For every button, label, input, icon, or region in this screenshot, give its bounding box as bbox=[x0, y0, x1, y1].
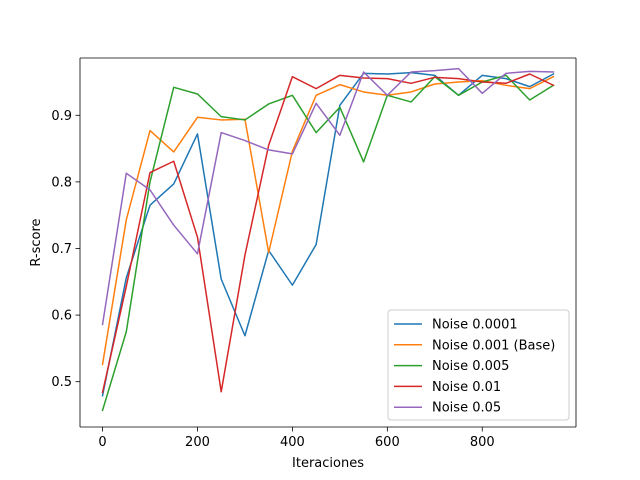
x-tick-label: 200 bbox=[185, 435, 210, 450]
x-tick-label: 400 bbox=[280, 435, 305, 450]
legend: Noise 0.0001 Noise 0.001 (Base) Noise 0.00… bbox=[387, 309, 570, 421]
y-axis-label: R-score bbox=[29, 218, 44, 266]
y-tick-label: 0.6 bbox=[51, 309, 72, 324]
series-layer bbox=[101, 67, 555, 412]
legend-label-3: Noise 0.005 bbox=[432, 359, 509, 374]
series-line-4 bbox=[101, 73, 555, 394]
legend-label-1: Noise 0.0001 bbox=[432, 318, 518, 333]
legend-label-4: Noise 0.01 bbox=[432, 380, 501, 395]
y-tick-label: 0.8 bbox=[51, 175, 72, 190]
x-axis-label: Iteraciones bbox=[292, 456, 364, 471]
legend-label-2: Noise 0.001 (Base) bbox=[432, 338, 555, 353]
series-line-5 bbox=[101, 67, 555, 326]
y-tick-label: 0.7 bbox=[51, 242, 72, 257]
axes-layer: 0 200 400 600 800 0.5 0.6 0.7 0.8 0.9 bbox=[51, 57, 577, 450]
y-tick-label: 0.5 bbox=[51, 375, 72, 390]
x-tick-label: 0 bbox=[98, 435, 106, 450]
legend-box bbox=[387, 309, 570, 421]
x-tick-label: 600 bbox=[375, 435, 400, 450]
x-tick-label: 800 bbox=[470, 435, 495, 450]
y-tick-label: 0.9 bbox=[51, 109, 72, 124]
legend-label-5: Noise 0.05 bbox=[432, 401, 501, 416]
